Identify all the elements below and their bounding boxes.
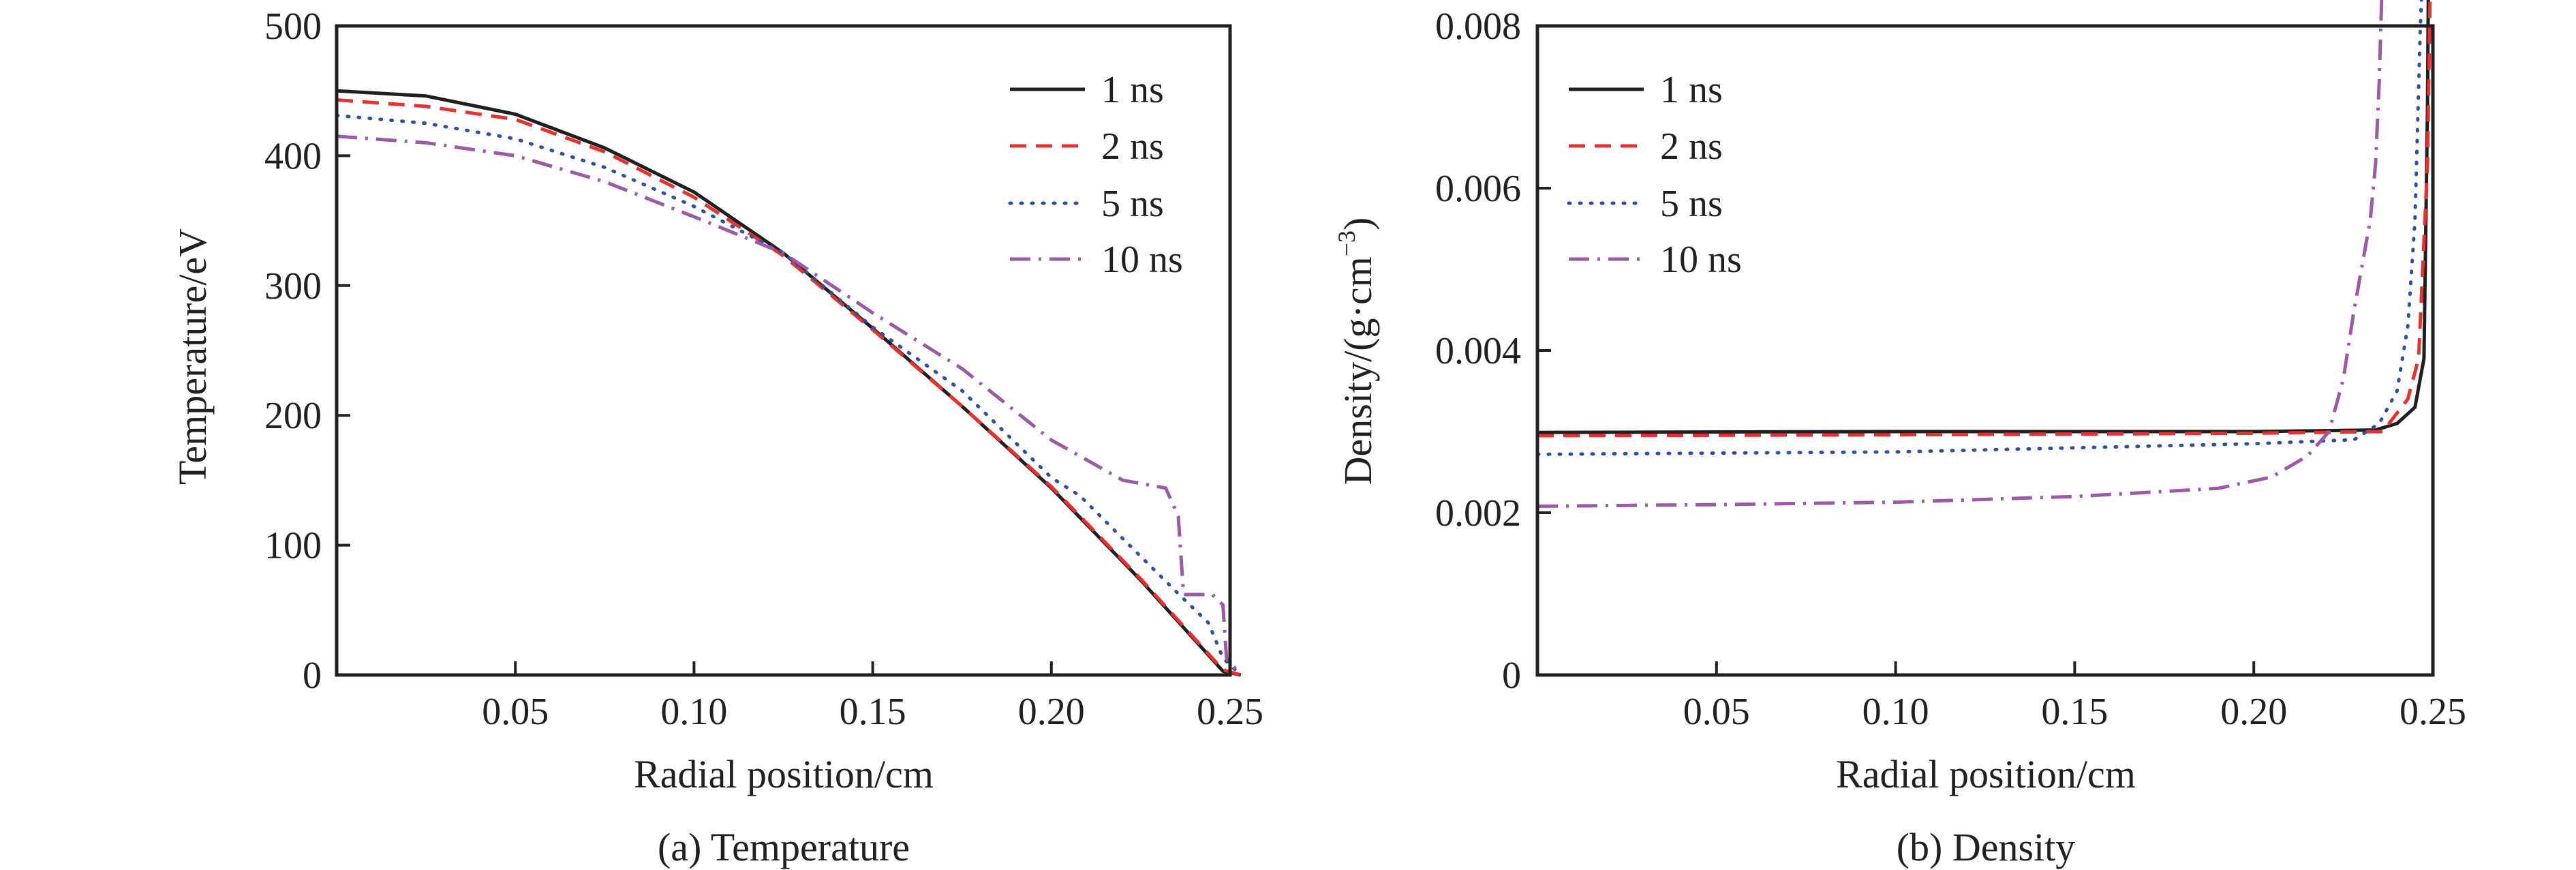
y-tick-label: 0 [1502,655,1521,697]
plot-frame [335,24,1232,677]
y-tick-label: 100 [264,525,322,567]
legend-label: 5 ns [1660,183,1723,225]
y-tick-label: 0.006 [1435,168,1521,210]
series-line-1ns [336,89,1242,677]
y-tick-label: 0.004 [1435,330,1521,372]
y-tick-label: 400 [264,135,322,177]
y-axis-title-main: Density/(g·cm [1336,256,1380,485]
x-tick-label: 0.15 [840,691,906,733]
legend-label: 10 ns [1101,239,1183,281]
series-line-2ns [1537,0,2432,438]
x-tick-label: 0.10 [1862,691,1929,733]
temperature-chart: Temperature/eV Radial position/cm (a) Te… [170,5,1263,869]
y-tick-label: 0.008 [1435,5,1521,48]
x-tick-label: 0.20 [2220,691,2287,733]
y-tick-label: 0.002 [1435,492,1521,535]
legend-label: 2 ns [1660,125,1723,168]
series-line-10ns [1537,0,2384,508]
legend: 1 ns 2 ns 5 ns 10 ns [1008,69,1183,281]
y-tick-label: 300 [264,265,322,308]
legend-label: 1 ns [1660,69,1723,111]
legend: 1 ns 2 ns 5 ns 10 ns [1567,69,1742,281]
plot-frame [1535,24,2435,677]
legend-label: 2 ns [1101,125,1164,168]
y-axis-title-superscript: −3 [1333,230,1360,256]
series-line-5ns [1535,0,2423,456]
y-axis-title: Density/(g·cm−3) [1333,217,1380,485]
legend-label: 5 ns [1101,183,1164,225]
x-tick-label: 0.05 [482,691,549,733]
y-tick-label: 500 [264,5,322,48]
density-chart: Density/(g·cm−3) Radial position/cm (b) … [1333,0,2466,869]
x-tick-label: 0.25 [2399,691,2466,733]
y-tick-label: 200 [264,395,322,437]
x-tick-label: 0.15 [2041,691,2108,733]
series-line-5ns [335,113,1243,677]
x-tick-label: 0.25 [1197,691,1263,733]
y-axis-title-end: ) [1336,217,1380,230]
y-tick-label: 0 [303,655,322,697]
chart-caption: (a) Temperature [658,825,910,869]
legend-label: 1 ns [1101,69,1164,111]
legend-label: 10 ns [1660,239,1742,281]
y-axis-title: Temperature/eV [170,228,215,485]
series-line-2ns [336,98,1242,677]
x-tick-label: 0.10 [660,691,727,733]
x-tick-label: 0.20 [1018,691,1085,733]
chart-caption: (b) Density [1897,825,2076,869]
x-axis-title: Radial position/cm [1836,752,2136,796]
x-axis-title: Radial position/cm [634,752,934,796]
series-line-10ns [336,134,1242,676]
series-group [335,89,1243,677]
x-tick-label: 0.05 [1683,691,1750,733]
series-group [1535,0,2432,508]
